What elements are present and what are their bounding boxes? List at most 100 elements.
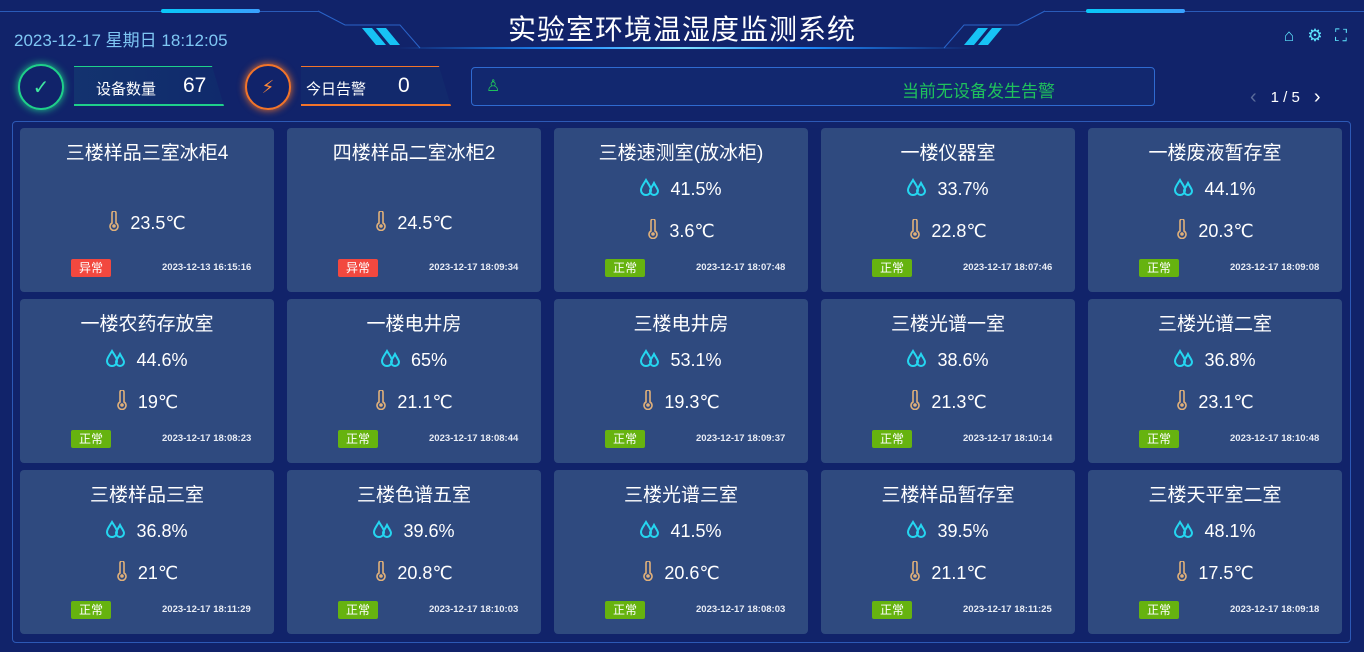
humidity-value: 39.6% (403, 521, 455, 541)
temperature-value: 23.1℃ (1198, 392, 1254, 412)
device-card[interactable]: 一楼废液暂存室 44.1% 20.3℃ 正常 2023-12-17 18:09:08 (1088, 128, 1342, 292)
device-card[interactable]: 三楼光谱一室 38.6% 21.3℃ 正常 2023-12-17 18:10:14 (821, 299, 1075, 463)
update-time: 2023-12-17 18:07:48 (696, 262, 786, 273)
humidity-value: 38.6% (937, 350, 989, 370)
device-name: 四楼样品二室冰柜2 (332, 143, 496, 164)
device-name: 三楼天平室二室 (1148, 485, 1282, 506)
datetime: 2023-12-17 星期日 18:12:05 (14, 31, 228, 50)
temperature-value: 21℃ (137, 563, 179, 583)
temperature-value: 21.1℃ (397, 392, 453, 412)
thermometer-icon (642, 389, 654, 415)
device-card[interactable]: 一楼仪器室 33.7% 22.8℃ 正常 2023-12-17 18:07:46 (821, 128, 1075, 292)
home-icon[interactable]: ⌂ (1283, 26, 1295, 45)
humidity-icon (1174, 520, 1194, 543)
check-circle-icon: ✓ (18, 64, 64, 110)
device-card[interactable]: 一楼电井房 65% 21.1℃ 正常 2023-12-17 18:08:44 (287, 299, 541, 463)
update-time: 2023-12-17 18:10:48 (1230, 433, 1320, 444)
humidity-icon (1174, 178, 1194, 201)
humidity-icon (640, 178, 660, 201)
device-card[interactable]: 三楼样品三室冰柜4 23.5℃ 异常 2023-12-13 16:15:16 (20, 128, 274, 292)
device-name: 三楼色谱五室 (356, 485, 471, 506)
device-card[interactable]: 四楼样品二室冰柜2 24.5℃ 异常 2023-12-17 18:09:34 (287, 128, 541, 292)
device-card[interactable]: 三楼样品三室 36.8% 21℃ 正常 2023-12-17 18:11:29 (20, 470, 274, 634)
device-card[interactable]: 三楼光谱二室 36.8% 23.1℃ 正常 2023-12-17 18:10:48 (1088, 299, 1342, 463)
temperature-value: 20.8℃ (397, 563, 453, 583)
device-card[interactable]: 三楼光谱三室 41.5% 20.6℃ 正常 2023-12-17 18:08:03 (554, 470, 808, 634)
thermometer-icon (1176, 389, 1188, 415)
humidity-value: 44.1% (1204, 179, 1256, 199)
update-time: 2023-12-13 16:15:16 (162, 262, 252, 273)
update-time: 2023-12-17 18:09:34 (429, 262, 519, 273)
title-underline (395, 47, 975, 49)
thermometer-icon (375, 210, 387, 236)
header-glow-right (1086, 9, 1185, 13)
status-badge: 正常 (872, 430, 912, 448)
alarm-count-value: 0 (398, 74, 410, 97)
status-badge: 正常 (338, 430, 378, 448)
humidity-icon (106, 349, 126, 372)
status-badge: 正常 (872, 259, 912, 277)
page-indicator: 1 / 5 (1270, 89, 1300, 106)
status-badge: 正常 (338, 601, 378, 619)
header-line-left (0, 11, 318, 12)
prev-page-button[interactable]: ‹ (1250, 86, 1257, 108)
temperature-value: 24.5℃ (397, 213, 453, 233)
device-card[interactable]: 三楼天平室二室 48.1% 17.5℃ 正常 2023-12-17 18:09:18 (1088, 470, 1342, 634)
device-name: 三楼光谱三室 (623, 485, 738, 506)
thermometer-icon (647, 218, 659, 244)
device-card[interactable]: 三楼色谱五室 39.6% 20.8℃ 正常 2023-12-17 18:10:03 (287, 470, 541, 634)
device-count-stat: ✓ 设备数量 67 (18, 64, 228, 110)
humidity-icon (1174, 349, 1194, 372)
status-badge: 正常 (71, 601, 111, 619)
device-name: 三楼样品暂存室 (881, 485, 1015, 506)
device-name: 三楼速测室(放冰柜) (598, 143, 764, 164)
humidity-icon (106, 520, 126, 543)
humidity-icon (907, 178, 927, 201)
update-time: 2023-12-17 18:08:23 (162, 433, 252, 444)
update-time: 2023-12-17 18:07:46 (963, 262, 1053, 273)
humidity-icon (373, 520, 393, 543)
settings-gear-icon[interactable]: ⚙ (1307, 26, 1323, 45)
thermometer-icon (116, 560, 128, 586)
alarm-count-frame (301, 66, 451, 106)
humidity-icon (907, 520, 927, 543)
temperature-value: 17.5℃ (1198, 563, 1254, 583)
alarm-message-bar: ♙ 当前无设备发生告警 (471, 67, 1155, 106)
thermometer-icon (909, 389, 921, 415)
device-name: 三楼样品三室 (89, 485, 204, 506)
device-card[interactable]: 一楼农药存放室 44.6% 19℃ 正常 2023-12-17 18:08:23 (20, 299, 274, 463)
device-name: 一楼电井房 (366, 314, 462, 335)
device-count-value: 67 (183, 74, 207, 97)
header-glow-left (161, 9, 260, 13)
humidity-value: 36.8% (1204, 350, 1256, 370)
update-time: 2023-12-17 18:09:18 (1230, 604, 1320, 615)
alarm-message: 当前无设备发生告警 (902, 82, 1055, 101)
status-badge: 正常 (605, 601, 645, 619)
device-card[interactable]: 三楼速测室(放冰柜) 41.5% 3.6℃ 正常 2023-12-17 18:07:48 (554, 128, 808, 292)
temperature-value: 3.6℃ (669, 221, 715, 241)
alarm-count-stat: ⚡ 今日告警 0 (245, 64, 455, 110)
humidity-icon (640, 520, 660, 543)
humidity-value: 41.5% (670, 521, 722, 541)
temperature-value: 23.5℃ (130, 213, 186, 233)
device-card[interactable]: 三楼电井房 53.1% 19.3℃ 正常 2023-12-17 18:09:37 (554, 299, 808, 463)
status-badge: 正常 (1139, 601, 1179, 619)
device-name: 一楼农药存放室 (80, 314, 214, 335)
page-title: 实验室环境温湿度监测系统 (507, 14, 856, 45)
temperature-value: 20.3℃ (1198, 221, 1254, 241)
status-badge: 正常 (872, 601, 912, 619)
temperature-value: 21.3℃ (931, 392, 987, 412)
update-time: 2023-12-17 18:08:44 (429, 433, 519, 444)
thermometer-icon (1176, 560, 1188, 586)
humidity-value: 53.1% (670, 350, 722, 370)
humidity-icon (380, 349, 401, 372)
device-card[interactable]: 三楼样品暂存室 39.5% 21.1℃ 正常 2023-12-17 18:11:25 (821, 470, 1075, 634)
thermometer-icon (909, 560, 921, 586)
fullscreen-icon[interactable]: ⛶ (1335, 26, 1347, 45)
status-badge: 异常 (338, 259, 378, 277)
humidity-icon (640, 349, 660, 372)
status-badge: 正常 (605, 430, 645, 448)
device-count-label: 设备数量 (96, 81, 157, 98)
next-page-button[interactable]: › (1313, 86, 1321, 108)
device-name: 三楼光谱二室 (1157, 314, 1272, 335)
